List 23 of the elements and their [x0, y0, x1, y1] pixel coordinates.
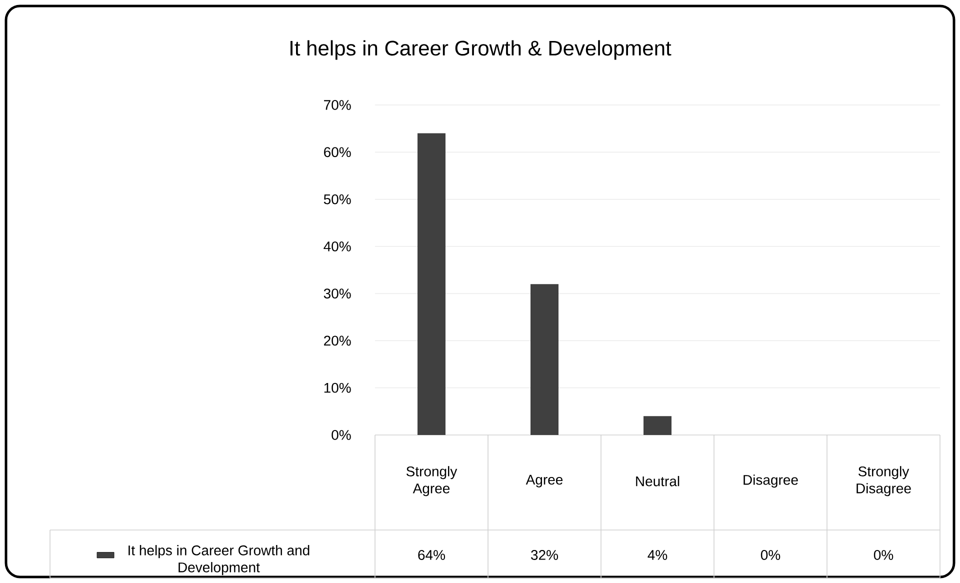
y-tick-label: 30%	[324, 288, 351, 299]
x-tick-label: Disagree	[744, 474, 798, 488]
y-tick-label: 50%	[324, 194, 351, 204]
data-label: 0%	[760, 550, 780, 560]
x-tick-label: Strongly Disagree	[856, 466, 911, 496]
x-tick-label: Strongly Agree	[406, 466, 458, 496]
data-label: 0%	[874, 550, 894, 560]
x-tick-label: Neutral	[636, 476, 680, 486]
bar	[418, 133, 446, 435]
data-label: 32%	[531, 550, 558, 560]
y-tick-label: 20%	[324, 336, 351, 346]
chart-title: It helps in Career Growth & Development	[290, 40, 672, 60]
bar	[530, 284, 559, 435]
y-tick-label: 70%	[324, 100, 351, 110]
y-tick-label: 60%	[324, 147, 351, 158]
x-tick-label: Agree	[526, 474, 563, 488]
data-label: 4%	[648, 550, 668, 560]
y-tick-label: 10%	[324, 382, 351, 393]
bar	[644, 416, 672, 435]
y-tick-label: 40%	[324, 241, 351, 252]
y-tick-label: 0%	[332, 430, 351, 440]
legend-label: It helps in Career Growth and Development	[128, 545, 310, 576]
data-label: 64%	[418, 550, 446, 560]
